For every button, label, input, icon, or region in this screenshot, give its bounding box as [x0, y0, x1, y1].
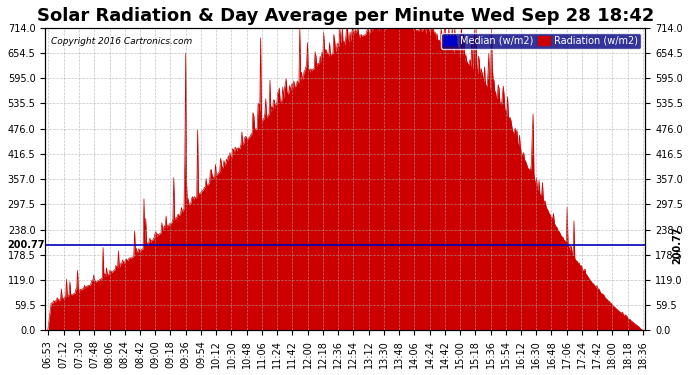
Title: Solar Radiation & Day Average per Minute Wed Sep 28 18:42: Solar Radiation & Day Average per Minute…	[37, 7, 654, 25]
Text: 200.77: 200.77	[673, 226, 682, 264]
Legend: Median (w/m2), Radiation (w/m2): Median (w/m2), Radiation (w/m2)	[442, 33, 640, 49]
Text: 200.77: 200.77	[7, 240, 44, 250]
Text: Copyright 2016 Cartronics.com: Copyright 2016 Cartronics.com	[51, 37, 193, 46]
